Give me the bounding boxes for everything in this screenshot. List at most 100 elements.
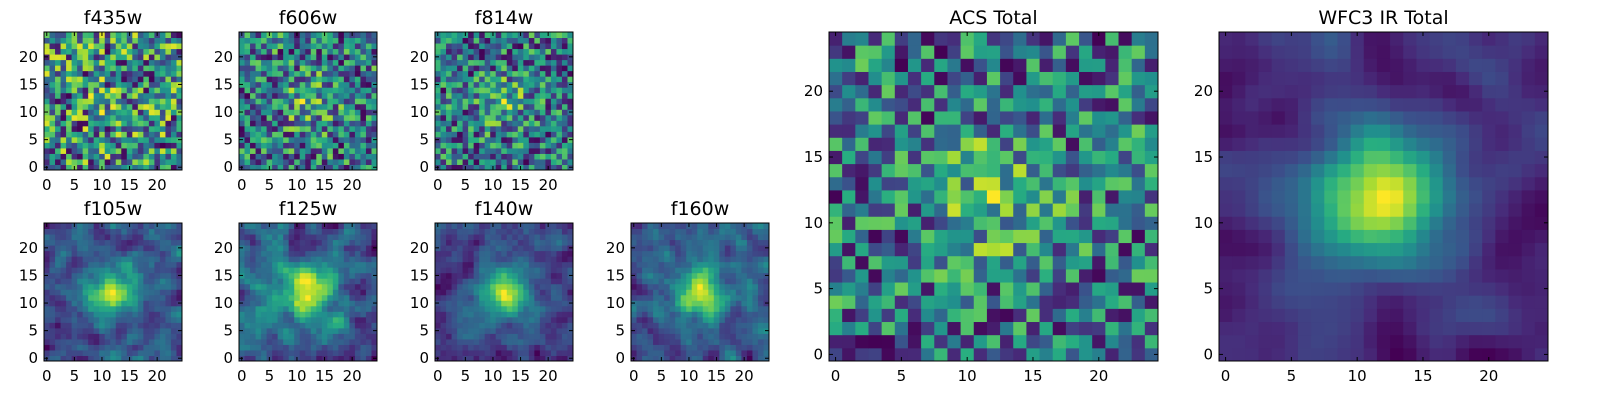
heatmap-cell [752,322,759,329]
heatmap-cell [647,289,654,296]
heatmap-cell [49,98,56,105]
y-tick-label: 20 [19,48,38,66]
heatmap-cell [55,344,62,351]
heatmap-cell [495,355,502,362]
heatmap-cell [440,131,447,138]
heatmap-cell [170,92,177,99]
heatmap-cell [272,142,279,149]
heatmap-cell [757,250,764,257]
heatmap-cell [354,250,361,257]
heatmap-cell [719,338,726,345]
heatmap-cell [664,355,671,362]
heatmap-cell [713,327,720,334]
heatmap-cell [669,267,676,274]
heatmap-cell [697,344,704,351]
heatmap-cell [71,87,78,94]
heatmap-cell [349,300,356,307]
heatmap-cell [462,65,469,72]
heatmap-cell [686,311,693,318]
heatmap-cell [360,294,367,301]
heatmap-cell [829,255,843,270]
heatmap-cell [266,109,273,116]
heatmap-cell [66,87,73,94]
heatmap-cell [159,333,166,340]
heatmap-cell [288,109,295,116]
heatmap-cell [44,234,51,241]
heatmap-cell [176,87,183,94]
heatmap-cell [501,355,508,362]
heatmap-cell [1131,189,1146,204]
heatmap-cell [148,92,155,99]
heatmap-cell [55,32,62,39]
heatmap-cell [528,305,535,312]
heatmap-cell [1105,321,1120,336]
heatmap-cell [647,322,654,329]
heatmap-cell [708,305,715,312]
heatmap-cell [708,261,715,268]
heatmap-cell [288,87,295,94]
heatmap-cell [49,283,56,290]
heatmap-cell [283,278,290,285]
heatmap-cell [1105,242,1120,257]
heatmap-cell [71,349,78,356]
heatmap-cell [165,98,172,105]
heatmap-cell [244,164,251,171]
y-tick-label: 20 [606,239,625,257]
heatmap-cell [517,54,524,61]
heatmap-cell [1000,321,1014,336]
heatmap-cell [143,333,150,340]
heatmap-cell [343,245,350,252]
heatmap-cell [495,327,502,334]
heatmap-cell [730,311,737,318]
heatmap-cell [154,267,161,274]
heatmap-cell [272,272,279,279]
x-tick-label: 0 [237,367,247,385]
heatmap-cell [250,327,257,334]
heatmap-cell [468,338,475,345]
heatmap-cell [327,355,334,362]
heatmap-cell [121,338,128,345]
heatmap-cell [126,228,133,235]
heatmap-cell [115,223,122,230]
heatmap-cell [539,316,546,323]
heatmap-cell [77,54,84,61]
heatmap-cell [829,321,843,336]
heatmap-cell [501,228,508,235]
heatmap-cell [561,272,568,279]
heatmap-cell [327,311,334,318]
heatmap-cell [435,322,442,329]
heatmap-cell [321,311,328,318]
heatmap-cell [288,311,295,318]
heatmap-cell [669,261,676,268]
heatmap-cell [349,338,356,345]
heatmap-cell [512,125,519,132]
heatmap-cell [468,142,475,149]
heatmap-cell [960,308,975,323]
heatmap-cell [462,261,469,268]
heatmap-cell [77,48,84,55]
heatmap-cell [159,164,166,171]
heatmap-cell [266,37,273,44]
heatmap-cell [310,355,317,362]
heatmap-cell [137,327,144,334]
heatmap-cell [713,305,720,312]
heatmap-cell [44,333,51,340]
heatmap-cell [523,92,530,99]
heatmap-cell [473,250,480,257]
heatmap-cell [126,338,133,345]
heatmap-cell [77,338,84,345]
heatmap-cell [697,239,704,246]
heatmap-cell [664,316,671,323]
heatmap-cell [343,300,350,307]
heatmap-cell [82,125,89,132]
heatmap-cell [165,158,172,165]
heatmap-cell [104,316,111,323]
heatmap-cell [642,245,649,252]
heatmap-cell [523,76,530,83]
heatmap-cell [170,98,177,105]
heatmap-cell [539,338,546,345]
heatmap-cell [299,98,306,105]
heatmap-cell [266,256,273,263]
heatmap-cell [653,228,660,235]
